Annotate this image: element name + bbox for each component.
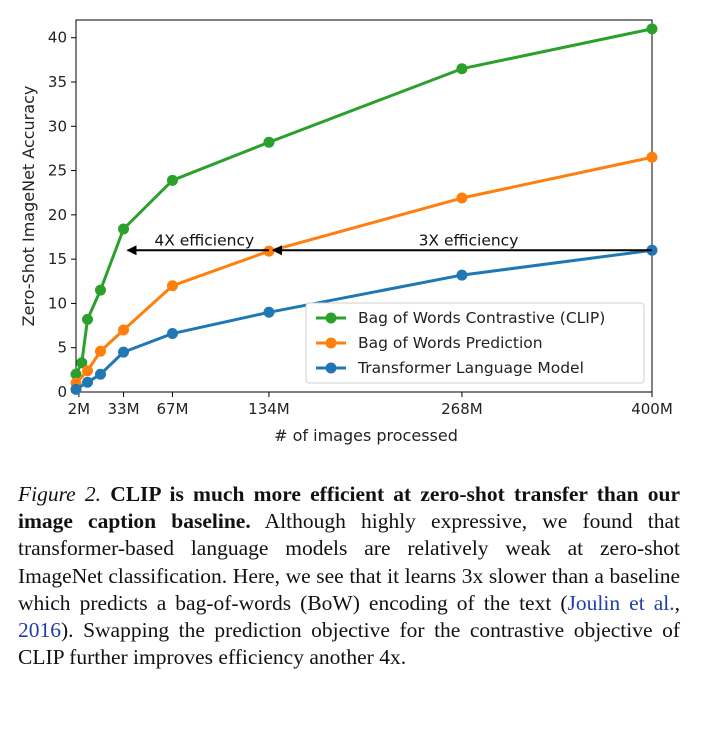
data-point	[70, 368, 82, 380]
y-tick-label: 30	[48, 117, 67, 135]
data-point	[118, 346, 130, 358]
x-tick-label: 400M	[631, 400, 673, 418]
data-point	[263, 306, 275, 318]
y-tick-label: 20	[48, 206, 67, 224]
legend-label: Bag of Words Prediction	[358, 334, 543, 352]
legend-label: Transformer Language Model	[357, 359, 584, 377]
y-tick-label: 15	[48, 250, 67, 268]
data-point	[456, 192, 468, 204]
citation-link-authors[interactable]: Joulin et al.	[567, 590, 675, 615]
data-point	[646, 23, 658, 35]
caption-body-text-continued: ). Swapping the prediction objective for…	[18, 618, 680, 670]
y-axis-label: Zero-Shot ImageNet Accuracy	[19, 86, 38, 327]
legend-swatch-marker	[325, 312, 337, 324]
legend-box	[305, 302, 645, 384]
x-tick-label: 134M	[248, 400, 290, 418]
data-point	[82, 365, 94, 377]
legend-label: Bag of Words Contrastive (CLIP)	[358, 309, 605, 327]
y-tick-label: 25	[48, 162, 67, 180]
figure-label: Figure 2.	[18, 482, 102, 506]
caption-body-text: Although highly expressive, we found tha…	[18, 509, 680, 615]
x-tick-label: 67M	[156, 400, 188, 418]
data-point	[118, 223, 130, 235]
legend-swatch-marker	[325, 337, 337, 349]
citation-separator: ,	[674, 590, 680, 615]
data-point	[76, 357, 88, 369]
x-tick-label: 268M	[441, 400, 483, 418]
data-point	[166, 174, 178, 186]
data-point	[456, 63, 468, 75]
data-point	[166, 328, 178, 340]
data-point	[94, 345, 106, 357]
data-point	[82, 376, 94, 388]
y-tick-label: 40	[48, 29, 67, 47]
efficiency-annotation-1: 3X efficiency	[419, 231, 519, 249]
y-tick-label: 10	[48, 294, 67, 312]
data-point	[70, 383, 82, 395]
y-tick-label: 0	[57, 383, 67, 401]
data-point	[118, 324, 130, 336]
x-tick-label: 33M	[108, 400, 140, 418]
x-axis-label: # of images processed	[274, 426, 458, 445]
plot-frame	[75, 19, 653, 393]
y-tick-label: 35	[48, 73, 67, 91]
data-point	[94, 368, 106, 380]
figure-chart: 0 5 10 15 20 25 30 35 40 2M 33M 67M 134M 268M 400M 4X e…	[19, 19, 673, 445]
x-tick-label: 2M	[68, 400, 91, 418]
y-tick-label: 5	[57, 339, 67, 357]
citation-link-year[interactable]: 2016	[18, 618, 61, 643]
data-point	[263, 136, 275, 148]
data-point	[646, 151, 658, 163]
figure-caption: Figure 2. CLIP is much more efficient at…	[18, 481, 680, 671]
data-point	[94, 284, 106, 296]
data-point	[166, 280, 178, 292]
accuracy-line-chart: 0 5 10 15 20 25 30 35 40 2M 33M 67M 134M 268M 400M 4X e…	[19, 19, 673, 445]
data-point	[456, 269, 468, 281]
legend-swatch-marker	[325, 362, 337, 374]
caption-bold-statement: CLIP is much more efficient at zero-shot…	[18, 482, 680, 534]
efficiency-annotation-0: 4X efficiency	[154, 231, 254, 249]
data-point	[82, 313, 94, 325]
